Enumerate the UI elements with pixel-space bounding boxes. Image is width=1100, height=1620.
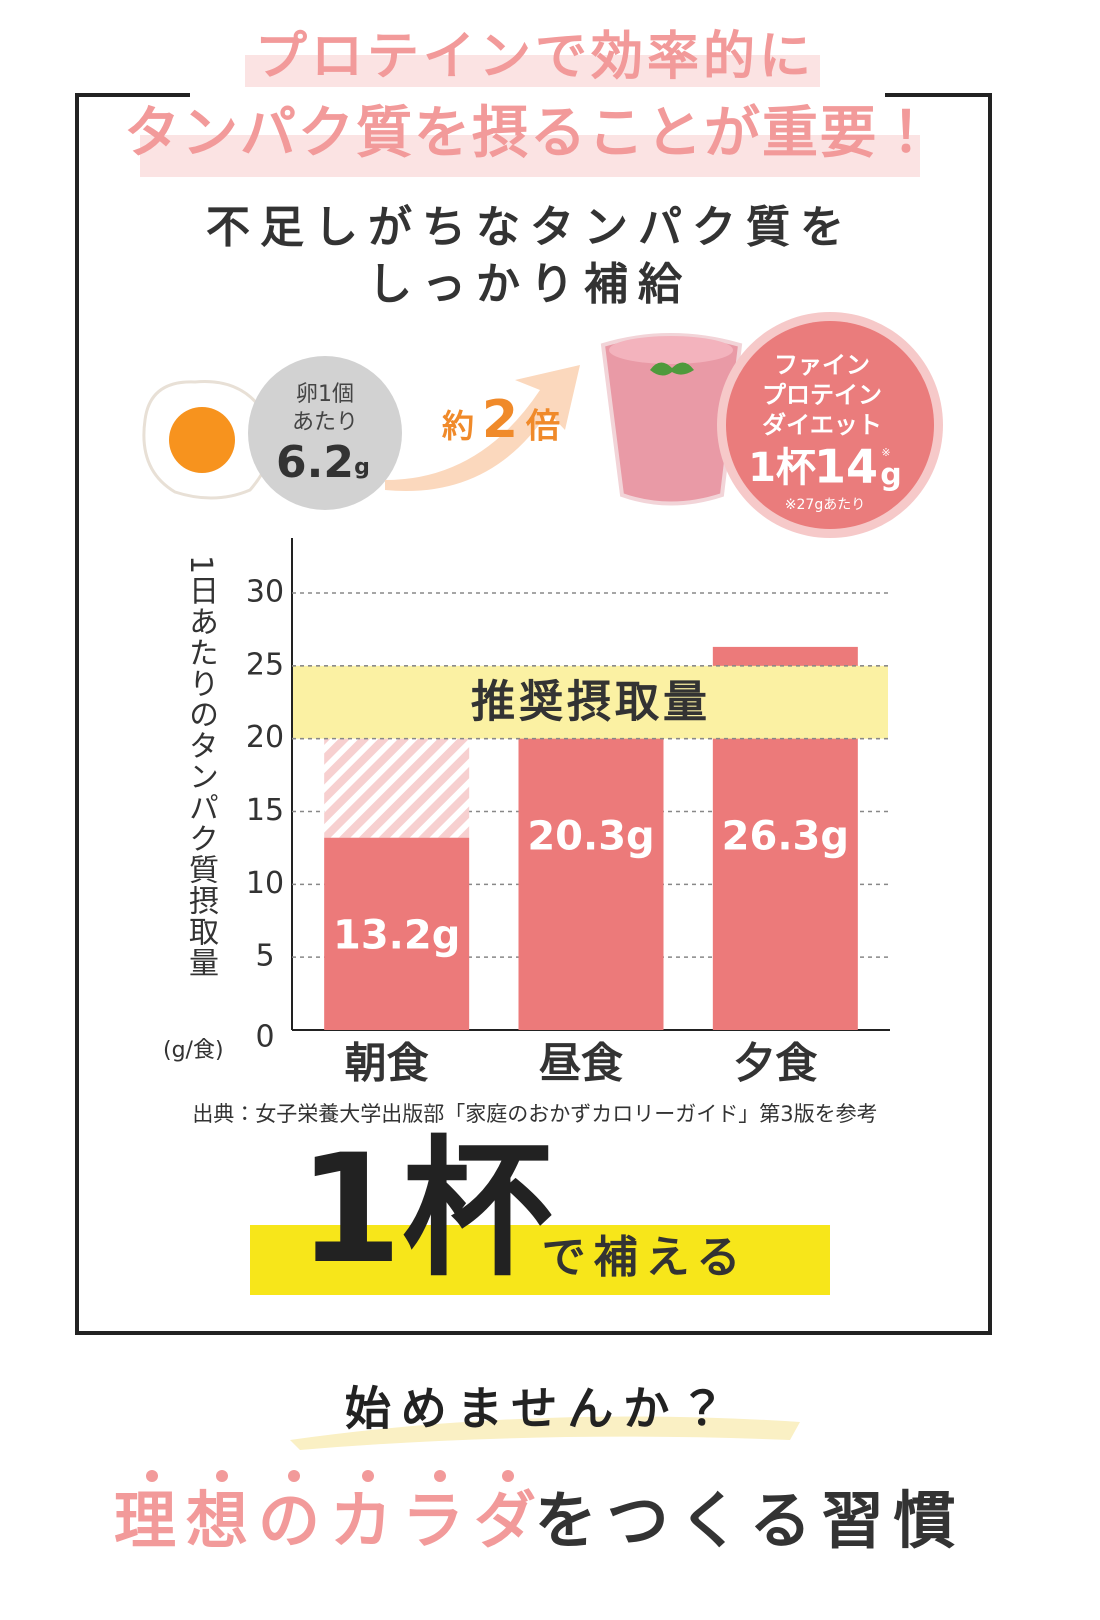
cta-big: 1杯 — [298, 1123, 552, 1297]
header-line: プロテインで効率的に — [255, 27, 815, 87]
y-tick-label: 30 — [246, 575, 284, 610]
y-tick-label: 0 — [255, 1020, 274, 1055]
arrow — [385, 365, 580, 492]
product-badge — [726, 321, 934, 529]
highlight — [245, 55, 820, 87]
x-tick-label: 昼食 — [539, 1039, 623, 1088]
egg-amount: 6.2 — [276, 437, 354, 488]
value-label: 13.2g — [333, 913, 460, 959]
header-line: タンパク質を摂ることが重要！ — [124, 101, 936, 166]
shortfall — [324, 738, 470, 838]
egg-yolk — [169, 407, 235, 473]
highlight — [140, 135, 920, 177]
x-tick-label: 朝食 — [345, 1039, 429, 1088]
recommended-label: 推奨摂取量 — [471, 676, 711, 727]
product-note: ※27gあたり — [785, 497, 865, 513]
y-tick-label: 10 — [246, 866, 284, 901]
comparison-prefix: 約 — [442, 407, 474, 445]
comparison-multiplier: 2 — [482, 390, 518, 450]
recommended-band — [293, 665, 888, 739]
chart: 0 5 10 15 20 25 30 推奨摂取量 13.2g 朝食 20.3g 昼食 26.3g 夕食出典… — [192, 538, 890, 1126]
egg-badge — [248, 356, 402, 510]
x-tick-label: 夕食 — [733, 1039, 817, 1088]
product-mark: ※ — [881, 446, 890, 459]
egg-unit: g — [354, 455, 370, 480]
product-unit: g — [880, 458, 901, 493]
product-name: プロテイン — [762, 381, 882, 409]
emphasis-dots — [146, 1470, 514, 1482]
source: 出典：女子栄養大学出版部「家庭のおかずカロリーガイド」第3版を参考 — [192, 1102, 877, 1126]
footer-question: 始めませんか？ — [345, 1382, 736, 1436]
mint — [650, 362, 694, 376]
egg-label: 卵1個 — [296, 382, 354, 407]
egg-label: あたり — [292, 410, 358, 435]
y-axis-unit: (g/食) — [163, 1038, 224, 1063]
subtitle: しっかり補給 — [368, 259, 692, 310]
cta-highlight — [250, 1225, 830, 1295]
brush — [290, 1416, 800, 1450]
y-tick-label: 25 — [246, 647, 284, 682]
product-name: ファイン — [774, 351, 870, 379]
footer-accent: 理想のカラダ — [114, 1484, 546, 1557]
bar — [518, 734, 664, 1030]
footer-text: をつくる習慣 — [535, 1484, 966, 1557]
value-label: 20.3g — [527, 814, 654, 860]
product-name: ダイエット — [762, 411, 882, 439]
glass-top — [609, 336, 733, 364]
y-tick-label: 20 — [246, 720, 284, 755]
cta-text: で補える — [542, 1232, 749, 1283]
frame — [75, 93, 992, 1335]
comparison-suffix: 倍 — [525, 407, 560, 447]
y-tick-label: 15 — [246, 793, 284, 828]
product-cup: 1杯 — [748, 445, 816, 491]
subtitle: 不足しがちなタンパク質を — [206, 202, 854, 253]
value-label: 26.3g — [722, 814, 849, 860]
y-tick-label: 5 — [255, 939, 274, 974]
y-axis-label: 1日あたりのタンパク質摂取量 — [183, 555, 218, 979]
product-amount: 14 — [814, 440, 878, 494]
bar — [324, 837, 470, 1030]
